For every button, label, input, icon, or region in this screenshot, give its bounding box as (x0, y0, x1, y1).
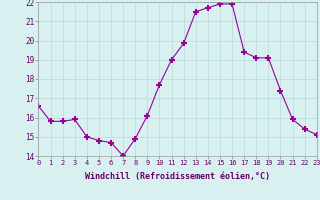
X-axis label: Windchill (Refroidissement éolien,°C): Windchill (Refroidissement éolien,°C) (85, 172, 270, 181)
